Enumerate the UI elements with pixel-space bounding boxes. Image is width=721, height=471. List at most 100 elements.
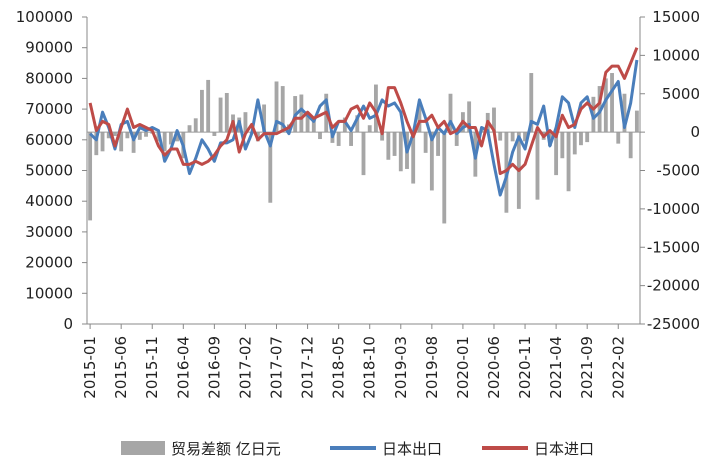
trade-balance-bar [380, 132, 385, 141]
trade-balance-bar [374, 84, 378, 133]
trade-balance-bar [603, 78, 608, 133]
trade-balance-bar [100, 132, 105, 152]
x-tick-label: 2019-08 [423, 336, 441, 399]
trade-balance-bar [262, 104, 267, 133]
trade-balance-bar [529, 73, 534, 133]
right-tick-label: 0 [690, 123, 700, 141]
trade-balance-bar [572, 132, 577, 155]
trade-balance-bar [442, 132, 447, 224]
x-axis-ticks: 2015-01 2015-06 2015-11 2016-04 2016-09 2017-… [81, 324, 627, 399]
x-tick-label: 2016-04 [174, 336, 192, 399]
trade-balance-bar [622, 93, 627, 133]
x-tick-label: 2015-01 [81, 336, 99, 399]
x-tick-label: 2020-06 [485, 336, 503, 399]
trade-balance-bar [429, 132, 434, 191]
left-axis-ticks: 0 10000 20000 30000 40000 50000 60000 70000 8000… [16, 8, 87, 333]
right-tick-label: -20000 [647, 277, 700, 295]
left-tick-label: 50000 [25, 162, 73, 180]
x-tick-label: 2018-05 [330, 336, 348, 399]
trade-balance-bar [336, 132, 341, 146]
x-tick-label: 2022-02 [609, 336, 627, 399]
trade-balance-bar [243, 112, 248, 133]
legend-bar-label: 贸易差额 亿日元 [171, 440, 281, 458]
legend-bar-swatch [121, 441, 165, 455]
trade-balance-bar [106, 132, 111, 139]
x-tick-label: 2019-03 [392, 336, 410, 399]
series-lines [88, 47, 639, 197]
trade-balance-bar [398, 132, 403, 172]
trade-balance-bar [311, 116, 316, 133]
trade-balance-bar [94, 132, 99, 156]
x-tick-label: 2018-10 [361, 336, 379, 399]
trade-balance-bar [535, 132, 540, 200]
left-tick-label: 80000 [25, 69, 73, 87]
trade-balance-bar [417, 101, 422, 133]
x-tick-label: 2015-06 [112, 336, 130, 399]
trade-balance-bar [88, 132, 93, 221]
trade-balance-bar [492, 107, 496, 133]
trade-balance-bar [212, 132, 217, 136]
trade-balance-bar [280, 86, 285, 133]
trade-balance-bar [131, 132, 136, 153]
right-tick-label: -5000 [656, 162, 700, 180]
left-tick-label: 60000 [25, 131, 73, 149]
left-tick-label: 20000 [25, 254, 73, 272]
x-tick-label: 2017-07 [268, 336, 286, 399]
right-tick-label: -25000 [647, 315, 700, 333]
left-tick-label: 10000 [25, 284, 73, 302]
right-tick-label: -15000 [647, 238, 700, 256]
trade-balance-bar [628, 132, 633, 159]
trade-balance-bar [467, 101, 472, 133]
trade-balance-bar [436, 132, 440, 156]
trade-balance-bar [144, 132, 148, 137]
legend-import-label: 日本进口 [534, 440, 594, 458]
left-tick-label: 100000 [16, 8, 73, 26]
trade-balance-bar [119, 132, 124, 152]
x-tick-label: 2020-11 [516, 336, 534, 399]
x-tick-label: 2017-12 [299, 336, 317, 399]
trade-balance-bar [554, 132, 559, 176]
x-tick-label: 2020-01 [454, 336, 472, 399]
left-tick-label: 30000 [25, 223, 73, 241]
left-tick-label: 0 [63, 315, 73, 333]
trade-balance-bar [510, 132, 515, 142]
left-tick-label: 90000 [25, 39, 73, 57]
trade-balance-bar [560, 132, 565, 159]
x-tick-label: 2021-09 [578, 336, 596, 399]
right-axis-ticks: -25000 -20000 -15000 -10000 -5000 0 5000 10000 1… [640, 8, 700, 333]
trade-balance-bar [498, 132, 503, 141]
trade-balance-bar [175, 132, 180, 142]
trade-balance-bar [349, 132, 353, 146]
right-tick-label: 10000 [652, 46, 700, 64]
legend: 贸易差额 亿日元 日本出口 日本进口 [121, 440, 594, 458]
trade-balance-bar [125, 132, 130, 139]
trade-balance-bar [361, 132, 366, 176]
legend-export-label: 日本出口 [382, 440, 442, 458]
trade-balance-bar [274, 81, 279, 133]
x-tick-label: 2017-02 [236, 336, 254, 399]
trade-balance-bar [523, 132, 527, 142]
trade-balance-bar [367, 125, 372, 133]
trade-balance-bar [268, 132, 273, 203]
trade-balance-bar [305, 113, 310, 133]
trade-balance-bar [193, 118, 198, 133]
trade-balance-bar [299, 94, 304, 133]
x-tick-label: 2016-09 [205, 336, 223, 399]
trade-balance-bar [423, 132, 428, 153]
right-tick-label: 5000 [662, 85, 700, 103]
import-line [88, 47, 639, 176]
right-tick-label: 15000 [652, 8, 700, 26]
trade-balance-bar [318, 132, 322, 140]
trade-balance-bar [113, 132, 117, 136]
trade-balance-bar [585, 132, 590, 143]
trade-balance-bar [168, 132, 173, 145]
trade-balance-bar [386, 132, 391, 160]
trade-balance-bar [355, 115, 360, 133]
export-line [89, 59, 639, 197]
left-tick-label: 70000 [25, 100, 73, 118]
trade-balance-bar [610, 73, 614, 133]
trade-balance-bar [218, 97, 223, 133]
x-tick-label: 2021-04 [547, 336, 565, 399]
trade-balance-bar [187, 125, 192, 133]
